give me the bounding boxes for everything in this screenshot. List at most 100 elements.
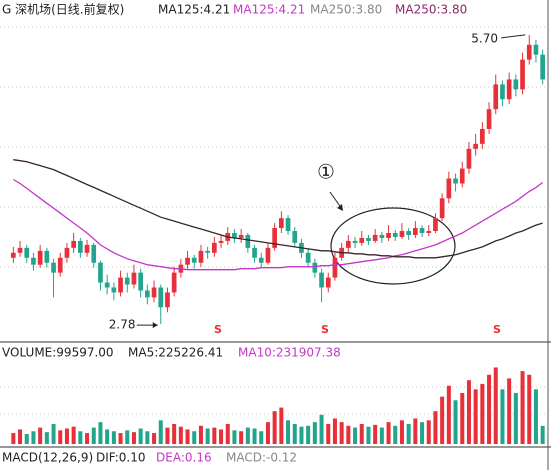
macd-value: MACD:-0.12 [226,451,297,465]
volume-bar [225,423,230,444]
volume-bar [326,423,331,444]
volume-bar [446,385,451,444]
volume-bar [493,367,498,444]
candle-body [185,257,190,265]
volume-bar [212,427,217,444]
candle-body [332,257,338,278]
volume-bar [145,431,150,444]
volume-bar [239,431,244,444]
candle-body [124,277,130,285]
volume-bar [192,431,197,444]
circle-note: ① [317,160,335,184]
moving-average-line [13,159,543,259]
candle-body [17,247,23,253]
macd-dea: DEA:0.16 [156,451,212,465]
candle-body [31,257,36,265]
signal-marker: S [214,323,222,336]
candle-body [459,168,465,184]
volume-bar [158,420,163,444]
candle-body [386,233,391,238]
volume-bar [319,414,324,444]
volume-bar [393,425,398,444]
annotation-arrow [501,34,526,39]
macd-dif: DIF:0.10 [96,451,146,465]
volume-bar [205,428,210,444]
candle-body [379,234,385,238]
volume-bar [520,371,525,444]
candle-body [346,240,351,248]
volume-bar [185,429,190,444]
candle-body [433,218,438,232]
candle-body [413,228,418,235]
volume-bar [473,389,478,444]
volume-bar [366,426,371,444]
volume-bar [373,424,378,444]
candle-body [118,277,123,293]
candle-body [71,240,76,248]
macd-label: MACD(12,26,9) [2,451,93,465]
candle-body [406,231,411,235]
candle-body [111,287,117,293]
volume-bar [413,418,418,444]
volume-bar [265,422,270,444]
volume-bar [152,433,157,444]
candle-body [359,237,365,243]
low-annotation: 2.78 [109,318,136,332]
candle-body [98,262,103,283]
candle-body [245,234,251,248]
ma-label: MA125:4.21 [158,3,230,17]
candle-body [453,178,458,184]
candle-body [526,44,532,60]
volume-bar [219,429,224,444]
candle-body [533,44,539,55]
volume-bar [507,378,512,444]
candle-body [24,247,30,258]
volume-bar [245,427,250,444]
candle-body [439,198,445,219]
volume-bar [44,432,49,444]
volume-bar [272,411,277,444]
volume-bar [85,433,90,444]
volume-bar [58,430,63,444]
candle-body [258,257,264,263]
annotation-arrowhead [152,322,158,329]
candle-body [198,250,204,263]
highlight-ellipse [330,207,456,285]
volume-bar [24,433,29,444]
candle-body [238,234,244,238]
volume-bar [299,426,304,444]
candle-body [51,262,56,273]
candle-body [285,218,291,232]
candle-body [145,290,150,298]
candle-body [64,247,70,258]
volume-bar [118,433,123,444]
volume-bar [292,423,297,444]
volume-bar [386,422,391,444]
volume-bar [500,389,505,444]
ma-label: MA250:3.80 [310,3,382,17]
candle-body [218,240,224,243]
candle-body [165,292,170,308]
candle-body [138,272,143,291]
candle-body [372,234,378,241]
candle-body [78,240,83,253]
volume-bar [198,425,203,444]
volume-bar [11,433,16,444]
candle-body [158,287,164,308]
candle-body [11,252,16,258]
volume-ma-label: MA5:225226.41 [128,346,223,360]
ma-label: MA250:3.80 [395,3,467,17]
candle-body [37,250,43,265]
volume-bar [286,420,291,444]
candle-body [480,128,485,144]
volume-bar [18,429,23,444]
candle-body [104,282,110,288]
volume-bar [78,431,83,444]
volume-bar [252,428,257,444]
volume-bar [460,392,465,444]
candle-body [292,231,298,243]
volume-bar [540,425,545,444]
signal-marker: S [493,323,501,336]
candle-body [540,54,545,80]
volume-bar [426,420,431,444]
